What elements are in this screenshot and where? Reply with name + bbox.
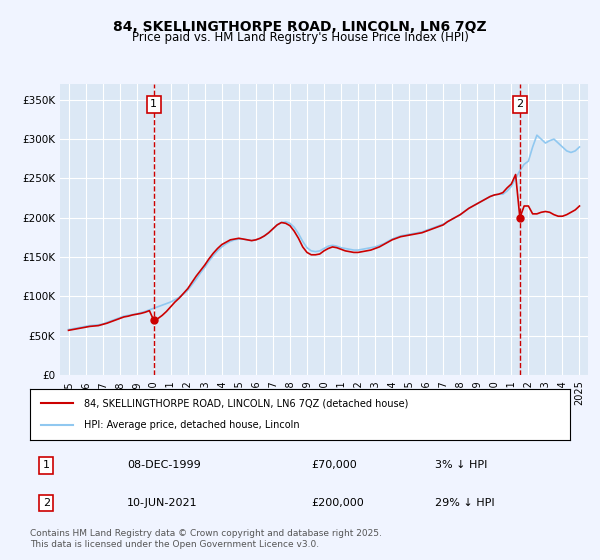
Text: 2: 2 [517,99,523,109]
Text: 3% ↓ HPI: 3% ↓ HPI [435,460,487,470]
Text: 84, SKELLINGTHORPE ROAD, LINCOLN, LN6 7QZ: 84, SKELLINGTHORPE ROAD, LINCOLN, LN6 7Q… [113,20,487,34]
Text: 2: 2 [43,498,50,508]
Text: £70,000: £70,000 [311,460,356,470]
Text: HPI: Average price, detached house, Lincoln: HPI: Average price, detached house, Linc… [84,421,299,431]
Text: Contains HM Land Registry data © Crown copyright and database right 2025.
This d: Contains HM Land Registry data © Crown c… [30,529,382,549]
Text: 1: 1 [150,99,157,109]
Text: 84, SKELLINGTHORPE ROAD, LINCOLN, LN6 7QZ (detached house): 84, SKELLINGTHORPE ROAD, LINCOLN, LN6 7Q… [84,398,409,408]
Text: 29% ↓ HPI: 29% ↓ HPI [435,498,494,508]
Text: 10-JUN-2021: 10-JUN-2021 [127,498,198,508]
Text: 1: 1 [43,460,50,470]
Text: 08-DEC-1999: 08-DEC-1999 [127,460,201,470]
Text: Price paid vs. HM Land Registry's House Price Index (HPI): Price paid vs. HM Land Registry's House … [131,31,469,44]
Text: £200,000: £200,000 [311,498,364,508]
